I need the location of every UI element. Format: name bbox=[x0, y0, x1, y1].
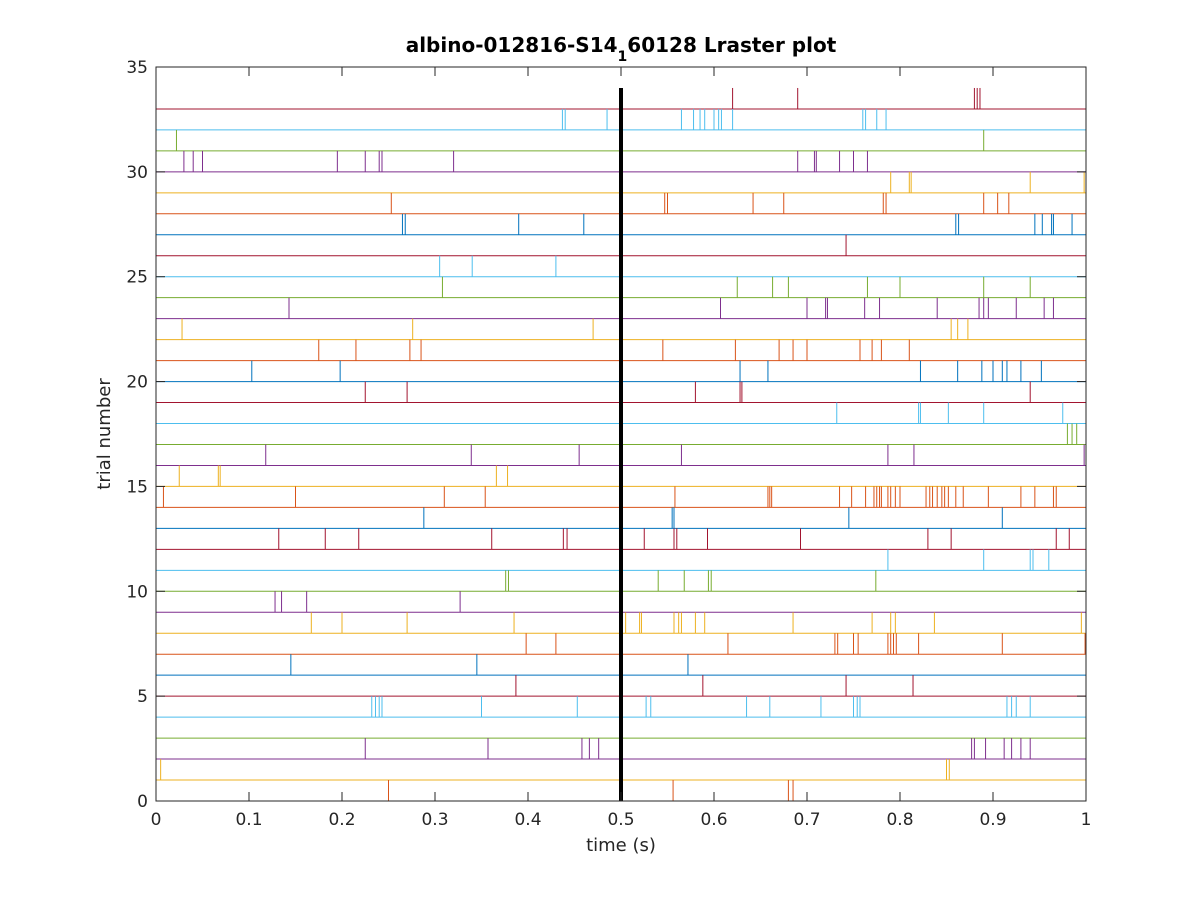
y-tick-label: 5 bbox=[137, 687, 148, 707]
x-tick-label: 0.3 bbox=[421, 810, 448, 830]
y-axis-label: trial number bbox=[94, 378, 115, 490]
x-tick-label: 0.7 bbox=[793, 810, 820, 830]
chart-title-prefix: albino-012816-S14 bbox=[406, 33, 618, 57]
x-tick-label: 0.8 bbox=[886, 810, 913, 830]
x-tick-label: 0 bbox=[151, 810, 162, 830]
x-tick-label: 0.1 bbox=[235, 810, 262, 830]
x-tick-label: 0.2 bbox=[328, 810, 355, 830]
x-axis-label: time (s) bbox=[586, 835, 656, 856]
spike-marks bbox=[160, 87, 1086, 801]
y-axis-ticks: 0 5 10 15 20 25 30 35 bbox=[126, 58, 1086, 812]
x-tick-label: 1 bbox=[1081, 810, 1092, 830]
x-tick-label: 0.4 bbox=[514, 810, 541, 830]
y-tick-label: 30 bbox=[126, 163, 148, 183]
chart-title: albino-012816-S14160128 Lraster plot bbox=[406, 33, 837, 65]
y-tick-label: 0 bbox=[137, 792, 148, 812]
y-tick-label: 10 bbox=[126, 582, 148, 602]
y-tick-label: 20 bbox=[126, 373, 148, 393]
x-axis-ticks: 0 0.1 0.2 0.3 0.4 0.5 0.6 0.7 0.8 0.9 1 bbox=[151, 67, 1092, 830]
x-tick-label: 0.6 bbox=[700, 810, 727, 830]
chart-title-subscript: 1 bbox=[618, 49, 628, 65]
x-tick-label: 0.5 bbox=[607, 810, 634, 830]
y-tick-label: 15 bbox=[126, 477, 148, 497]
x-tick-label: 0.9 bbox=[979, 810, 1006, 830]
y-tick-label: 25 bbox=[126, 268, 148, 288]
chart-title-suffix: 60128 Lraster plot bbox=[627, 33, 836, 57]
y-tick-label: 35 bbox=[126, 58, 148, 78]
